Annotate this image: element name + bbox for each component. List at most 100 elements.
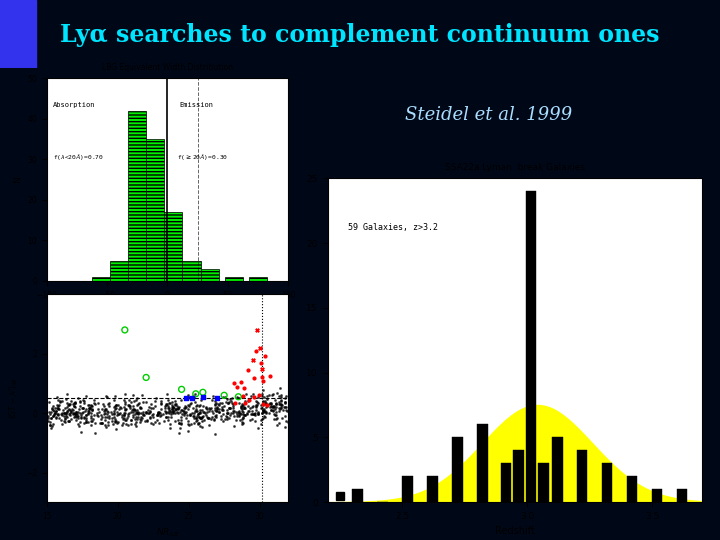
Point bbox=[171, 404, 182, 413]
Point bbox=[213, 408, 225, 417]
Point bbox=[248, 402, 259, 410]
Point bbox=[175, 418, 186, 427]
Point bbox=[168, 402, 179, 411]
Point bbox=[123, 396, 135, 404]
Point bbox=[210, 400, 221, 408]
Bar bbox=[201, 269, 219, 281]
Point bbox=[190, 401, 202, 410]
Point bbox=[223, 404, 235, 413]
Point bbox=[77, 403, 89, 412]
Point bbox=[57, 406, 68, 414]
Point bbox=[44, 420, 55, 429]
Point bbox=[238, 410, 250, 419]
Point bbox=[92, 399, 104, 407]
Point bbox=[191, 417, 202, 426]
Point bbox=[78, 407, 90, 416]
Point bbox=[102, 410, 113, 419]
Point bbox=[279, 397, 291, 406]
Point bbox=[60, 411, 72, 420]
Point bbox=[256, 392, 268, 400]
Point bbox=[264, 402, 276, 411]
Point bbox=[200, 411, 212, 420]
Point bbox=[130, 406, 141, 415]
Point bbox=[92, 405, 104, 414]
Point bbox=[223, 403, 235, 412]
Point bbox=[202, 404, 213, 413]
Point bbox=[235, 404, 246, 413]
Point bbox=[233, 407, 245, 416]
Point bbox=[200, 402, 212, 411]
Point bbox=[78, 396, 89, 404]
Point bbox=[173, 428, 184, 437]
Point bbox=[257, 397, 269, 406]
Point bbox=[147, 413, 158, 422]
Point bbox=[243, 402, 254, 410]
Point bbox=[83, 406, 94, 415]
Point bbox=[170, 401, 181, 410]
Point bbox=[114, 409, 125, 418]
Point bbox=[65, 409, 76, 417]
Point bbox=[256, 409, 268, 417]
Point bbox=[130, 395, 142, 404]
Point bbox=[48, 411, 60, 420]
Point bbox=[193, 401, 204, 410]
Point bbox=[184, 410, 196, 418]
Point bbox=[85, 409, 96, 417]
Point bbox=[222, 398, 234, 407]
Point bbox=[50, 414, 61, 423]
Point bbox=[263, 391, 274, 400]
Bar bbox=[249, 276, 267, 281]
Point bbox=[86, 411, 97, 420]
Point bbox=[55, 410, 66, 418]
Point bbox=[125, 420, 137, 428]
Point bbox=[118, 403, 130, 411]
Point bbox=[270, 399, 282, 408]
Point bbox=[244, 404, 256, 413]
Point bbox=[279, 411, 290, 420]
Point bbox=[265, 399, 276, 408]
Point bbox=[201, 408, 212, 416]
Point bbox=[225, 397, 236, 406]
Point bbox=[46, 421, 58, 430]
Point bbox=[83, 401, 94, 410]
Point bbox=[264, 409, 275, 417]
Point bbox=[129, 406, 140, 415]
Point bbox=[169, 416, 181, 425]
Point bbox=[192, 401, 203, 410]
Point bbox=[167, 406, 179, 415]
Point bbox=[60, 409, 71, 418]
Point bbox=[64, 410, 76, 419]
Point bbox=[236, 418, 248, 427]
Point bbox=[239, 411, 251, 420]
Point bbox=[265, 372, 276, 381]
Point bbox=[126, 398, 138, 407]
Point bbox=[62, 401, 73, 409]
Point bbox=[250, 396, 261, 405]
Point bbox=[99, 409, 110, 418]
Point bbox=[160, 404, 171, 413]
Point bbox=[129, 410, 140, 418]
Point bbox=[47, 406, 58, 414]
Point bbox=[84, 404, 95, 413]
Point bbox=[55, 396, 67, 405]
Point bbox=[213, 405, 225, 414]
Point bbox=[100, 405, 112, 414]
Point bbox=[264, 399, 276, 408]
Point bbox=[258, 397, 269, 406]
Point bbox=[275, 391, 287, 400]
Point bbox=[209, 406, 220, 415]
Point bbox=[80, 405, 91, 414]
Point bbox=[243, 397, 254, 406]
Point bbox=[160, 401, 171, 409]
Point bbox=[101, 392, 112, 401]
Point bbox=[197, 388, 209, 396]
Point bbox=[210, 399, 222, 407]
Bar bbox=[577, 450, 588, 502]
Point bbox=[236, 400, 248, 408]
Point bbox=[112, 410, 124, 418]
Point bbox=[53, 401, 65, 409]
Point bbox=[174, 418, 185, 427]
Point bbox=[60, 395, 71, 403]
Point bbox=[72, 408, 84, 416]
Point bbox=[110, 425, 122, 434]
